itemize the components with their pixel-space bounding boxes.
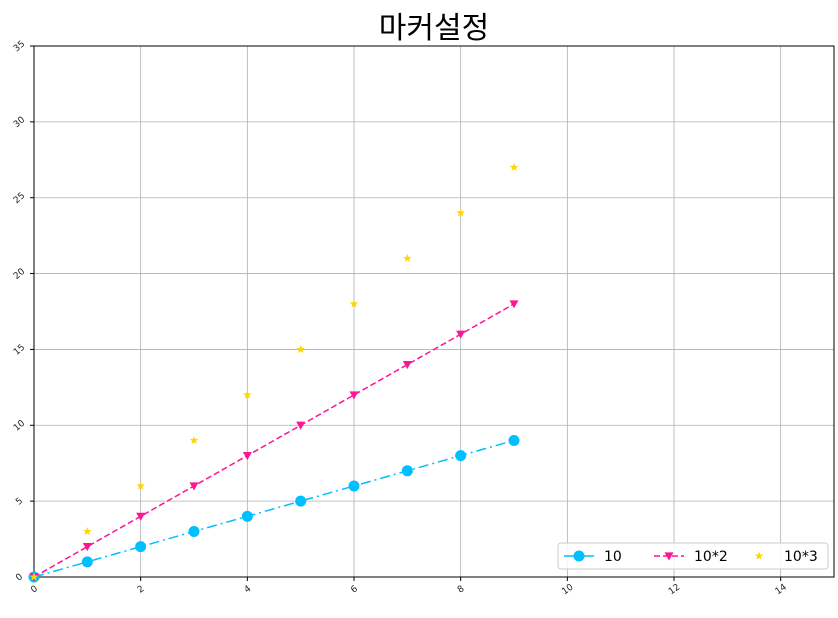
legend-label: 10*2 (694, 549, 728, 565)
data-point (403, 253, 412, 263)
x-tick-label: 8 (456, 584, 467, 596)
data-point (136, 481, 145, 490)
data-point (349, 299, 359, 308)
series-2 (29, 162, 519, 581)
data-point (456, 208, 465, 217)
data-point (295, 495, 307, 507)
data-point (136, 512, 146, 521)
y-tick-label: 0 (14, 572, 25, 584)
x-tick-label: 2 (136, 584, 146, 595)
legend-label: 10*3 (784, 549, 818, 565)
y-tick-label: 35 (12, 39, 27, 54)
y-tick-label: 10 (12, 418, 27, 433)
data-point (296, 421, 306, 430)
axes: 0 2 4 6 8 10 12 14 0 5 10 15 20 25 30 35 (12, 39, 835, 597)
series-line (33, 303, 515, 578)
series-1 (29, 300, 519, 582)
data-point (348, 480, 360, 492)
x-tick-label: 12 (667, 582, 682, 597)
data-point (189, 482, 199, 491)
data-point (509, 162, 519, 172)
series-line (33, 439, 515, 578)
data-point (296, 344, 305, 354)
x-tick-label: 4 (243, 584, 254, 596)
legend-item: 10*2 (654, 549, 728, 565)
legend-box (557, 542, 829, 570)
chart-title: 마커설정 (379, 11, 489, 46)
x-tick-label: 10 (560, 582, 575, 597)
x-tick-label: 0 (29, 584, 40, 596)
legend-marker (754, 551, 764, 560)
legend: 10 10*2 10*3 (557, 542, 829, 570)
data-point (135, 541, 147, 553)
data-point (243, 390, 252, 399)
y-tick-label: 25 (12, 191, 27, 206)
data-point (82, 543, 92, 552)
y-tick-label: 15 (12, 343, 27, 358)
data-point (189, 435, 199, 445)
data-point (242, 452, 252, 461)
y-tick-label: 5 (14, 496, 25, 507)
y-tick-label: 30 (12, 115, 27, 130)
data-point (241, 510, 253, 522)
legend-item: 10 (564, 549, 622, 565)
data-point (455, 450, 467, 462)
series-layer (28, 162, 520, 583)
data-point (349, 391, 359, 400)
data-point (456, 330, 466, 339)
data-point (508, 434, 520, 446)
data-point (188, 525, 200, 537)
legend-item: 10*3 (754, 549, 818, 565)
data-point (81, 556, 93, 568)
data-point (509, 300, 519, 309)
x-tick-label: 14 (774, 582, 789, 597)
data-point (401, 465, 413, 477)
series-0 (28, 434, 520, 583)
legend-label: 10 (604, 549, 622, 565)
y-tick-label: 20 (12, 267, 27, 282)
data-point (402, 361, 412, 370)
x-tick-label: 6 (349, 584, 360, 596)
grid-lines (33, 45, 834, 578)
legend-marker (573, 550, 585, 562)
plot-frame (33, 45, 835, 578)
data-point (29, 572, 39, 581)
legend-marker (664, 552, 674, 561)
data-point (83, 526, 92, 536)
